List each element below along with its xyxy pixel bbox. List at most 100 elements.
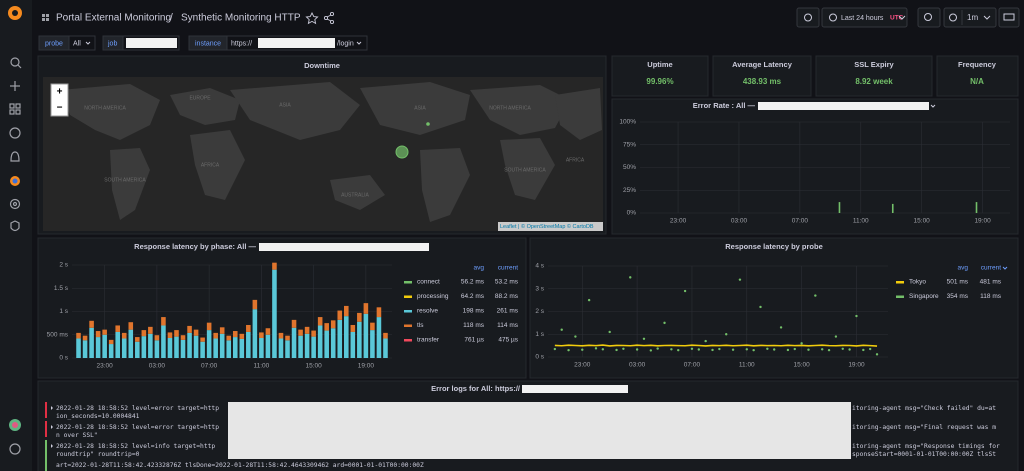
- bar-segment: [252, 299, 258, 310]
- x-tick-label: 15:00: [305, 363, 322, 370]
- bar-segment: [246, 324, 251, 332]
- latency-point: [779, 326, 783, 329]
- tv-icon: [1003, 13, 1015, 21]
- log-expand-arrows[interactable]: [51, 406, 53, 448]
- bar-segment: [193, 335, 199, 358]
- bar-segment: [135, 337, 140, 342]
- folder-name[interactable]: Portal External Monitoring: [56, 13, 171, 24]
- zoom-out-button[interactable]: −: [57, 103, 63, 114]
- y-tick-label: 25%: [623, 187, 636, 194]
- bar-segment: [206, 322, 212, 331]
- latency-point: [615, 348, 618, 352]
- create-icon[interactable]: [10, 81, 20, 91]
- zoom-out-button[interactable]: [917, 7, 941, 28]
- clock-icon: [829, 13, 837, 22]
- bar-segment: [337, 319, 343, 358]
- log-line: roundtrip" roundtrip=0: [56, 451, 140, 458]
- bar-segment: [330, 328, 336, 358]
- stat-panel: [936, 55, 1019, 97]
- legend-name: processing: [417, 293, 449, 300]
- bar-segment: [370, 322, 375, 331]
- variable-select[interactable]: [68, 35, 96, 51]
- bar-segment: [193, 329, 199, 336]
- latency-point: [862, 348, 865, 352]
- refresh-interval[interactable]: 1m: [967, 13, 978, 22]
- shield-icon[interactable]: [10, 220, 20, 232]
- plugin-icon-inner: [12, 178, 18, 184]
- bar-segment: [200, 337, 205, 342]
- alerting-icon[interactable]: [10, 151, 20, 162]
- bar-segment: [324, 330, 329, 358]
- latency-point: [814, 294, 817, 297]
- map-label: ASIA: [414, 105, 426, 111]
- legend-header: avg: [958, 265, 969, 272]
- log-line: n over SSL": [56, 432, 98, 439]
- legend-header: avg: [474, 265, 485, 272]
- bar-segment: [278, 338, 284, 358]
- log-level-bar: [45, 402, 47, 418]
- map-label: NORTH AMERICA: [84, 105, 126, 111]
- legend-current: 475 µs: [498, 337, 518, 344]
- x-tick-label: 15:00: [793, 362, 810, 369]
- latency-point: [725, 333, 728, 336]
- y-tick-label: 1.5 s: [54, 285, 69, 292]
- dashboard-title[interactable]: Synthetic Monitoring HTTP: [181, 13, 301, 24]
- panel-title: Error Rate : All —: [693, 101, 756, 110]
- bar-segment: [376, 317, 382, 358]
- bar-segment: [259, 332, 264, 339]
- bar-segment: [108, 344, 114, 358]
- bar-segment: [337, 310, 343, 320]
- bar-segment: [285, 340, 290, 358]
- error-bar: [975, 202, 978, 213]
- variable-value: All: [73, 40, 81, 47]
- bar-segment: [298, 335, 303, 358]
- dashboards-icon[interactable]: [9, 103, 21, 115]
- legend-header: current: [498, 265, 518, 272]
- search-icon[interactable]: [10, 57, 22, 69]
- map-labels: NORTH AMERICA SOUTH AMERICA AFRICA EUROPE AS…: [84, 95, 585, 198]
- x-tick-label: 23:00: [97, 363, 114, 370]
- config-icon[interactable]: [9, 198, 21, 210]
- bar-segment: [259, 338, 264, 358]
- bar-segment: [180, 339, 186, 358]
- refresh-button[interactable]: [943, 7, 997, 28]
- latency-point: [855, 314, 858, 318]
- x-tick-label: 03:00: [149, 363, 166, 370]
- bar-segment: [239, 333, 245, 339]
- downtime-marker[interactable]: [395, 145, 409, 159]
- log-line[interactable]: 2022-01-28 18:58:52 level=error target=h…: [56, 424, 219, 431]
- x-tick-label: 23:00: [670, 218, 687, 225]
- help-icon[interactable]: [9, 443, 21, 455]
- bar-segment: [278, 332, 284, 339]
- bar-segment: [239, 338, 245, 358]
- bar-segment: [265, 328, 271, 335]
- zoom-in-button[interactable]: +: [57, 87, 63, 98]
- map-label: AFRICA: [201, 162, 220, 168]
- bar-segment: [82, 340, 88, 358]
- bar-segment: [161, 317, 166, 326]
- bar-segment: [167, 338, 173, 358]
- user-avatar-inner: [12, 422, 18, 428]
- stat-panel: [712, 55, 812, 97]
- time-picker[interactable]: [821, 7, 908, 28]
- log-line[interactable]: 2022-01-28 18:58:52 level=info target=ht…: [56, 443, 215, 450]
- variable-chevron: [85, 41, 91, 45]
- explore-icon[interactable]: [9, 127, 21, 139]
- log-line[interactable]: 2022-01-28 18:58:52 level=error target=h…: [56, 405, 219, 412]
- star-button[interactable]: [305, 11, 319, 25]
- map-attribution[interactable]: Leaflet | © OpenStreetMap © CartoDB: [500, 223, 594, 230]
- tv-mode-button[interactable]: [998, 7, 1020, 28]
- y-tick-label: 1 s: [535, 331, 544, 338]
- bar-segment: [180, 335, 186, 340]
- share-button[interactable]: [323, 11, 335, 25]
- bar-segment: [82, 335, 88, 341]
- log-line[interactable]: itoring-agent msg="Response timings for: [852, 443, 1000, 450]
- log-line[interactable]: itoring-agent msg="Check failed" du=at: [852, 405, 996, 412]
- latency-point: [759, 305, 762, 309]
- legend-swatch: [896, 295, 904, 298]
- downtime-marker[interactable]: [426, 122, 430, 126]
- log-line[interactable]: itoring-agent msg="Final request was m: [852, 424, 996, 431]
- settings-button[interactable]: [796, 7, 820, 28]
- time-zone: UTC: [890, 15, 904, 22]
